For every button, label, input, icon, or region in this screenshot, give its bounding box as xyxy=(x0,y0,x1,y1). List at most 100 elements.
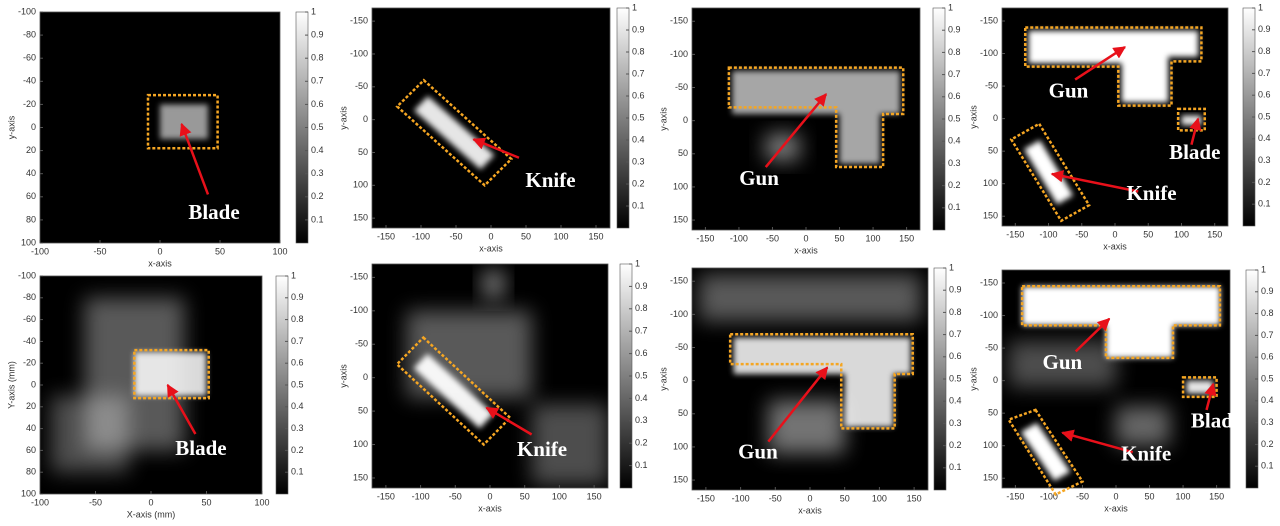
heatmap-blob xyxy=(51,395,129,473)
annotation-arrow xyxy=(485,406,533,436)
y-tick-label: 0 xyxy=(683,115,688,125)
y-axis-label: y-axis xyxy=(658,107,668,131)
y-tick-label: -50 xyxy=(985,342,998,352)
y-tick-label: 100 xyxy=(21,488,36,498)
colorbar-tick-label: 0.9 xyxy=(291,292,304,302)
colorbar-tick-label: 0.2 xyxy=(948,180,961,190)
y-tick-label: 150 xyxy=(353,213,368,223)
colorbar-tick-label: 0.5 xyxy=(1258,111,1271,121)
x-tick-label: 150 xyxy=(588,231,603,241)
colorbar-tick-label: 0.3 xyxy=(1261,417,1274,427)
y-tick-label: 100 xyxy=(353,439,368,449)
heatmap-blob xyxy=(1008,341,1116,388)
x-tick-label: -150 xyxy=(1006,491,1024,501)
colorbar-tick-label: 0.3 xyxy=(1258,155,1271,165)
panel: -100 -50 0 50 100-100-80-60-40-2002040608010… xyxy=(6,6,323,268)
y-tick-label: -40 xyxy=(23,76,36,86)
annotation-box xyxy=(133,348,210,400)
x-tick-label: -100 xyxy=(31,497,49,507)
annotation-arrow xyxy=(1074,317,1111,353)
annotation-label: Blade xyxy=(175,436,226,460)
colorbar-tick-label: 0.5 xyxy=(949,373,962,383)
heatmap-object xyxy=(1028,30,1199,103)
heatmap-object xyxy=(732,70,900,164)
colorbar-tick-label: 1 xyxy=(311,6,316,16)
colorbar-tick-label: 0.7 xyxy=(948,69,961,79)
heatmap-object xyxy=(1020,422,1071,481)
colorbar-tick-label: 1 xyxy=(949,262,954,272)
colorbar-tick-label: 0.7 xyxy=(949,329,962,339)
x-tick-label: -50 xyxy=(766,233,779,243)
y-tick-label: 60 xyxy=(26,445,36,455)
colorbar-tick-label: 0.8 xyxy=(948,47,961,57)
y-tick-label: -40 xyxy=(23,336,36,346)
y-tick-label: 50 xyxy=(678,408,688,418)
colorbar-tick-label: 0.8 xyxy=(311,53,324,63)
y-tick-label: -60 xyxy=(23,53,36,63)
y-tick-label: -50 xyxy=(675,82,688,92)
colorbar-tick-label: 1 xyxy=(635,258,640,268)
y-tick-label: -100 xyxy=(18,6,36,16)
heatmap-object xyxy=(413,353,494,429)
y-tick-label: 100 xyxy=(21,237,36,247)
heatmap-image xyxy=(698,274,922,454)
colorbar-tick-label: 0.5 xyxy=(635,370,648,380)
colorbar-tick-label: 0.9 xyxy=(948,25,961,35)
annotation-label: Gun xyxy=(1049,78,1089,102)
panel: -100 -50 0 50 100-100-80-60-40-2002040608010… xyxy=(6,270,303,519)
colorbar-tick-label: 0.2 xyxy=(1258,177,1271,187)
y-tick-label: -150 xyxy=(670,276,688,286)
colorbar-tick-label: 0.2 xyxy=(291,445,304,455)
colorbar-tick-label: 0.8 xyxy=(949,307,962,317)
x-tick-label: 0 xyxy=(807,493,812,503)
y-tick-label: 100 xyxy=(983,440,998,450)
y-tick-label: 0 xyxy=(31,379,36,389)
y-axis-label: y-axis xyxy=(968,367,978,391)
panel: -150 -100 -50 0 50 100 150 -150 -100 -50 0 50 100 150… xyxy=(968,264,1273,513)
x-tick-label: -150 xyxy=(696,233,714,243)
panel: -150 -100 -50 0 50 100 150 -150 -100 -50 0 50 100 150… xyxy=(658,262,961,515)
colorbar-tick-label: 0.1 xyxy=(1261,461,1274,471)
colorbar-tick-label: 0.1 xyxy=(948,202,961,212)
annotation-box xyxy=(1024,26,1203,107)
colorbar-tick-label: 0.9 xyxy=(1258,24,1271,34)
annotation-box xyxy=(1181,376,1218,399)
x-tick-label: -150 xyxy=(377,491,395,501)
colorbar-tick-label: 0.7 xyxy=(635,326,648,336)
annotation-arrow xyxy=(1189,117,1202,145)
y-tick-label: 60 xyxy=(26,191,36,201)
y-tick-label: 150 xyxy=(673,474,688,484)
colorbar-tick-label: 0.3 xyxy=(291,423,304,433)
x-tick-label: 50 xyxy=(840,493,850,503)
x-tick-label: -50 xyxy=(449,491,462,501)
y-tick-label: 50 xyxy=(678,148,688,158)
y-tick-label: -20 xyxy=(23,358,36,368)
x-tick-label: -100 xyxy=(412,231,430,241)
annotation-label: Blade xyxy=(1191,409,1242,433)
colorbar-tick-label: 0.7 xyxy=(311,76,324,86)
colorbar-tick-label: 0.2 xyxy=(632,178,645,188)
colorbar-tick-label: 0.9 xyxy=(1261,286,1274,296)
x-tick-label: 0 xyxy=(487,491,492,501)
colorbar-tick-label: 0.4 xyxy=(1261,395,1274,405)
x-tick-label: 150 xyxy=(1209,491,1224,501)
y-axis-label: y-axis xyxy=(658,367,668,391)
annotation-box xyxy=(727,66,905,169)
annotation-box xyxy=(146,93,219,150)
annotation-label: Knife xyxy=(525,168,575,192)
x-axis-label: x-axis xyxy=(1104,503,1128,513)
colorbar-tick-label: 1 xyxy=(948,2,953,12)
y-axis-label: y-axis xyxy=(968,105,978,129)
y-tick-label: -100 xyxy=(350,48,368,58)
y-tick-label: 20 xyxy=(26,401,36,411)
x-tick-label: 0 xyxy=(488,231,493,241)
colorbar-tick-label: 0.9 xyxy=(949,285,962,295)
x-tick-label: 150 xyxy=(1207,229,1222,239)
annotation-label: Gun xyxy=(739,166,779,190)
x-axis-label: x-axis xyxy=(148,258,172,268)
y-axis-label: y-axis xyxy=(338,106,348,130)
annotation-box xyxy=(1176,107,1206,132)
heatmap-image xyxy=(406,270,608,485)
x-tick-label: 100 xyxy=(866,233,881,243)
annotation-label: Blade xyxy=(1169,140,1220,164)
